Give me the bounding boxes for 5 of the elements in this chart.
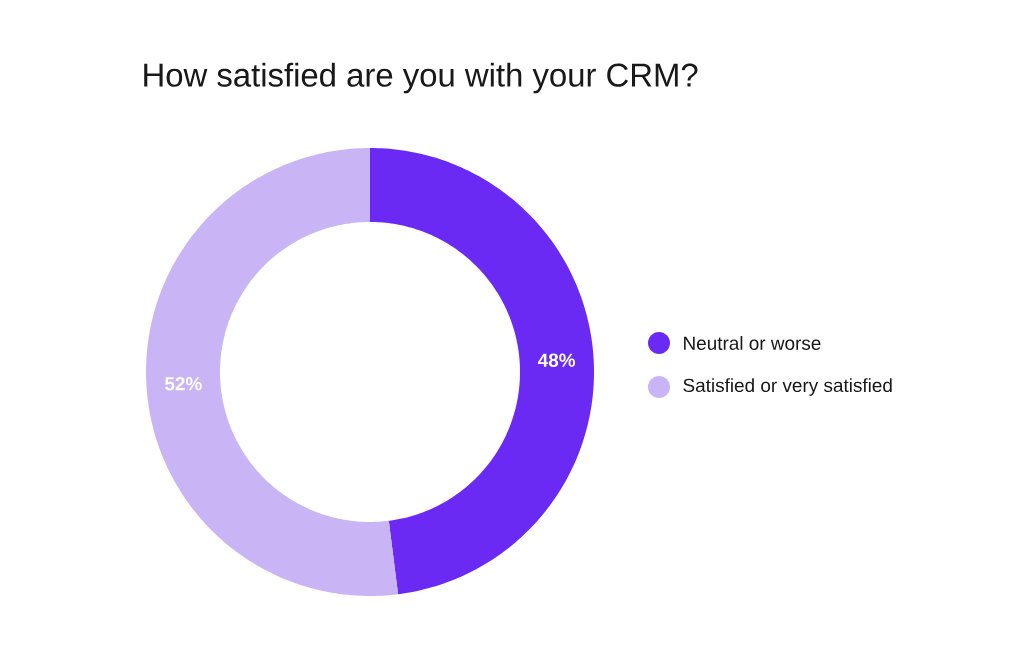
chart-title: How satisfied are you with your CRM? xyxy=(144,62,698,94)
legend-label: Neutral or worse xyxy=(684,336,821,350)
data-label: 48% xyxy=(537,353,576,367)
legend-label: Satisfied or very satisfied xyxy=(683,378,892,396)
data-label: 52% xyxy=(165,377,202,391)
